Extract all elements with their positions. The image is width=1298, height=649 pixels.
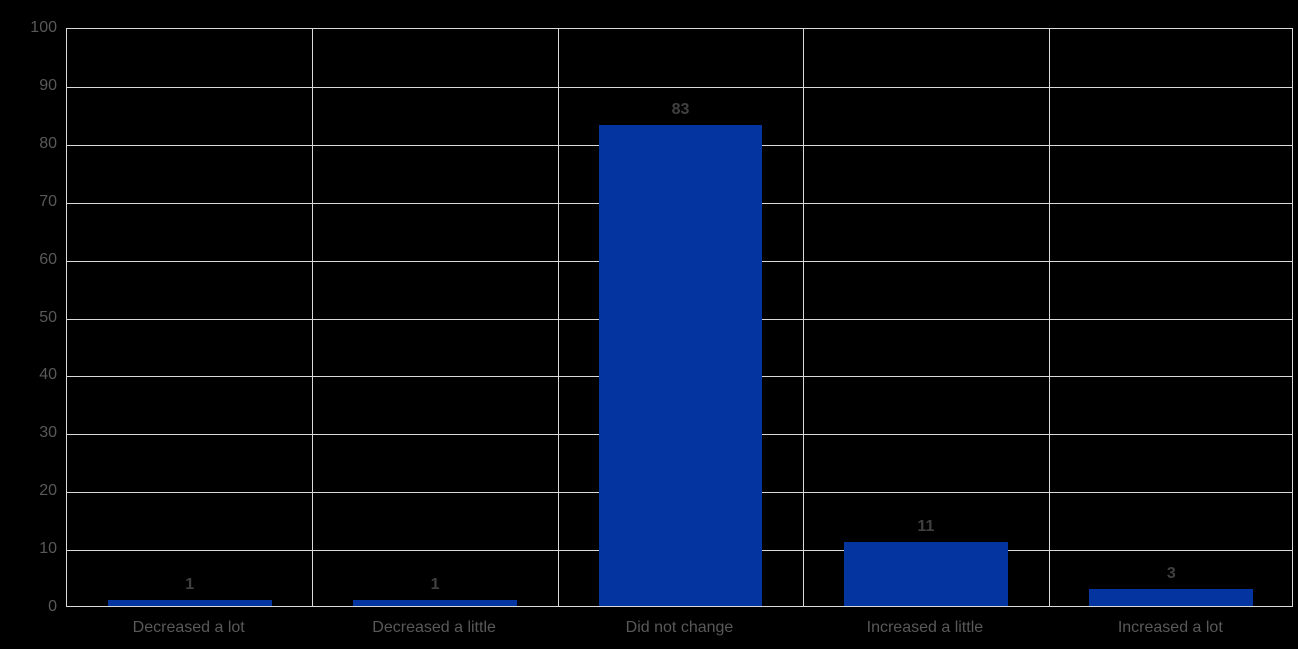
- data-label: 1: [185, 576, 195, 594]
- data-label: 1: [430, 576, 440, 594]
- gridline-vertical: [557, 29, 559, 606]
- x-category-label: Decreased a little: [372, 619, 496, 636]
- y-tick-label: 20: [39, 482, 57, 500]
- x-category-label: Decreased a lot: [132, 619, 245, 636]
- y-tick-label: 30: [39, 424, 57, 442]
- y-tick-label: 90: [39, 76, 57, 94]
- y-tick-label: 0: [48, 598, 57, 615]
- gridline-vertical: [803, 29, 805, 606]
- x-category-label: Increased a little: [866, 619, 984, 636]
- bar-4: [1089, 588, 1254, 606]
- data-label: 11: [917, 518, 935, 536]
- bar-1: [353, 600, 518, 606]
- y-tick-label: 60: [39, 250, 57, 268]
- x-category-label: Increased a lot: [1117, 619, 1223, 636]
- x-axis: Decreased a lot Decreased a little Did not…: [66, 607, 1293, 649]
- bar-3: [843, 542, 1008, 606]
- y-tick-label: 50: [39, 308, 57, 326]
- y-tick-label: 100: [30, 19, 57, 36]
- bar-0: [107, 600, 272, 606]
- gridline-vertical: [312, 29, 314, 606]
- y-tick-label: 40: [39, 366, 57, 384]
- y-axis: 0 10 20 30 40 50 60 70 80 90 100: [0, 19, 66, 615]
- bar-2: [598, 125, 763, 606]
- y-tick-label: 70: [39, 192, 57, 210]
- data-label: 83: [671, 101, 690, 119]
- x-category-label: Did not change: [625, 619, 734, 636]
- y-tick-label: 10: [39, 540, 57, 558]
- plot-area: 1 1 83 11 3: [66, 28, 1293, 607]
- gridline-vertical: [1048, 29, 1050, 606]
- gridline-horizontal: [67, 86, 1292, 88]
- data-label: 3: [1166, 564, 1176, 582]
- y-tick-label: 80: [39, 134, 57, 152]
